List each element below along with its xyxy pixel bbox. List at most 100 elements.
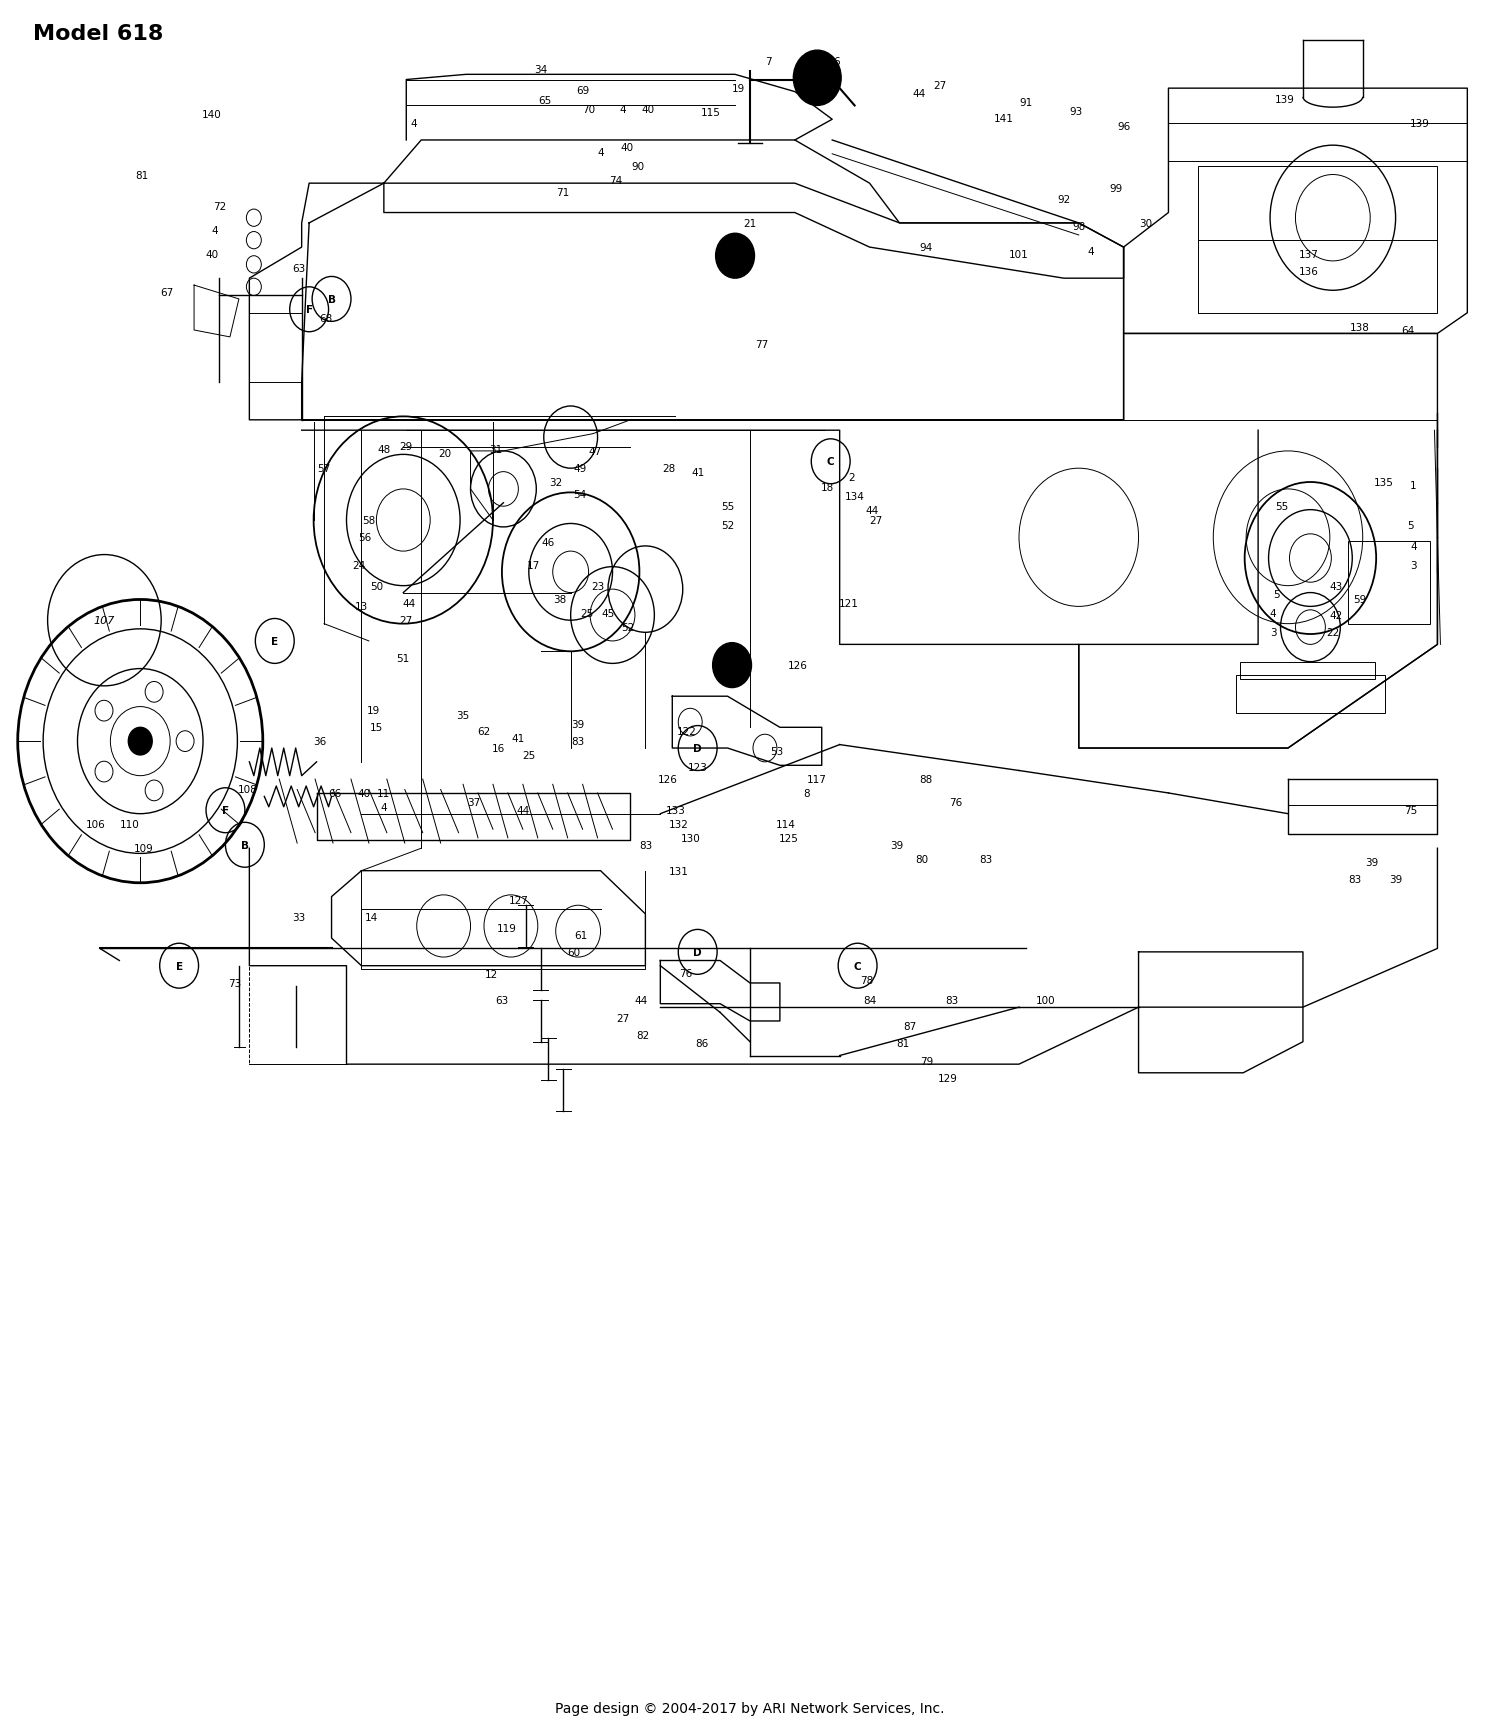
Text: 79: 79 [920, 1057, 933, 1067]
Text: 31: 31 [489, 445, 502, 456]
Text: 50: 50 [370, 582, 382, 591]
Text: 58: 58 [363, 516, 375, 527]
Text: 93: 93 [1070, 107, 1083, 116]
Text: 36: 36 [314, 736, 326, 746]
Text: 4: 4 [211, 225, 219, 236]
Text: 39: 39 [890, 840, 903, 850]
Text: 20: 20 [438, 449, 452, 459]
Text: 55: 55 [1275, 502, 1288, 513]
Text: 64: 64 [1401, 326, 1414, 336]
Text: 61: 61 [574, 930, 588, 940]
Bar [1240, 662, 1374, 679]
Text: 30: 30 [1140, 218, 1152, 229]
Text: B: B [242, 840, 249, 850]
Circle shape [712, 643, 752, 688]
Text: 17: 17 [526, 561, 540, 570]
Text: D: D [693, 743, 702, 753]
Text: 132: 132 [669, 819, 688, 830]
Text: 63: 63 [495, 996, 508, 1006]
Bar [1348, 542, 1430, 624]
Text: 86: 86 [696, 1039, 709, 1050]
Text: 83: 83 [639, 840, 652, 850]
Text: 47: 47 [588, 447, 602, 457]
Text: 44: 44 [402, 599, 416, 608]
Text: 39: 39 [1389, 875, 1402, 885]
Text: 121: 121 [839, 599, 858, 608]
Text: 42: 42 [1329, 611, 1342, 620]
Text: 41: 41 [692, 468, 705, 478]
Text: 37: 37 [466, 797, 480, 807]
Text: 57: 57 [318, 464, 330, 475]
Text: 44: 44 [865, 506, 879, 516]
Text: 126: 126 [658, 774, 678, 785]
Text: 12: 12 [484, 970, 498, 980]
Text: 32: 32 [549, 478, 562, 488]
Text: 13: 13 [356, 603, 368, 611]
Text: 49: 49 [573, 464, 586, 475]
Text: 139: 139 [1275, 95, 1294, 104]
Text: 131: 131 [669, 866, 688, 876]
Text: 39: 39 [1365, 857, 1378, 868]
Text: 96: 96 [1118, 121, 1130, 132]
Text: 90: 90 [632, 161, 645, 171]
Text: 27: 27 [868, 516, 882, 527]
Text: 19: 19 [368, 705, 380, 715]
Text: 73: 73 [228, 979, 242, 989]
Text: 51: 51 [396, 653, 410, 663]
Text: 2: 2 [849, 473, 855, 483]
Text: 14: 14 [366, 913, 378, 923]
Text: 34: 34 [534, 66, 548, 74]
Text: 83: 83 [1348, 875, 1362, 885]
Text: 1: 1 [1410, 481, 1418, 492]
Text: 91: 91 [1020, 99, 1034, 107]
Text: 43: 43 [1329, 582, 1342, 591]
Text: 100: 100 [1036, 996, 1056, 1006]
Text: 107: 107 [93, 617, 116, 625]
Text: 25: 25 [522, 750, 536, 760]
Text: 81: 81 [135, 170, 148, 180]
Text: 76: 76 [680, 968, 693, 979]
Circle shape [794, 52, 842, 106]
Text: 11: 11 [376, 788, 390, 798]
Text: 136: 136 [1299, 267, 1318, 277]
Text: 44: 44 [634, 996, 648, 1006]
Text: Page design © 2004-2017 by ARI Network Services, Inc.: Page design © 2004-2017 by ARI Network S… [555, 1701, 945, 1715]
Text: 126: 126 [788, 660, 808, 670]
Text: 52: 52 [722, 521, 734, 532]
Text: 88: 88 [920, 774, 933, 785]
Text: 40: 40 [621, 142, 634, 152]
Text: 140: 140 [202, 111, 222, 120]
Text: 56: 56 [358, 533, 370, 542]
Text: 84: 84 [862, 996, 876, 1006]
Text: 59: 59 [1353, 596, 1366, 604]
Text: 16: 16 [492, 743, 506, 753]
Text: 68: 68 [320, 313, 332, 324]
Text: 38: 38 [554, 596, 567, 604]
Text: 125: 125 [778, 833, 800, 843]
Text: 4: 4 [1410, 542, 1418, 551]
Text: 18: 18 [821, 483, 834, 494]
Text: 53: 53 [771, 746, 783, 757]
Text: 78: 78 [859, 975, 873, 986]
Text: Model 618: Model 618 [33, 24, 164, 43]
Text: 4: 4 [597, 147, 604, 158]
Text: 15: 15 [370, 722, 382, 733]
Text: 24: 24 [352, 561, 364, 570]
Text: 4: 4 [411, 118, 417, 128]
Text: 101: 101 [1010, 249, 1029, 260]
Text: 70: 70 [582, 106, 596, 114]
Text: 92: 92 [1058, 194, 1071, 204]
Text: 27: 27 [616, 1013, 630, 1024]
Bar [1236, 675, 1385, 714]
Text: 76: 76 [950, 797, 963, 807]
Text: 99: 99 [1110, 184, 1124, 194]
Text: 133: 133 [666, 805, 686, 816]
Circle shape [716, 234, 754, 279]
Circle shape [129, 727, 152, 755]
Text: 63: 63 [292, 263, 306, 274]
Text: 40: 40 [206, 249, 219, 260]
Text: 69: 69 [576, 87, 590, 95]
Text: 5: 5 [1272, 591, 1280, 599]
Text: 40: 40 [642, 106, 656, 114]
Text: 137: 137 [1299, 249, 1318, 260]
